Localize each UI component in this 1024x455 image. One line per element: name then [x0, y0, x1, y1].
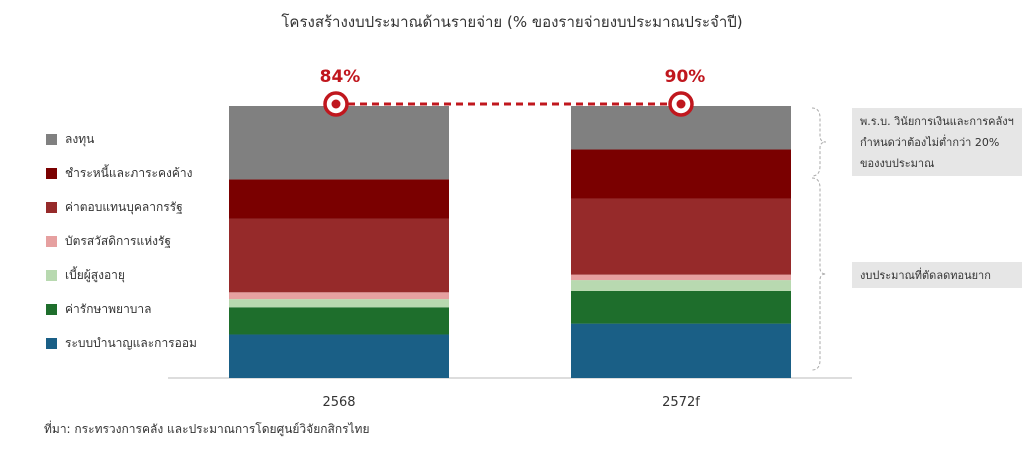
bar-segment	[229, 299, 449, 308]
legend-label: บัตรสวัสดิการแห่งรัฐ	[65, 233, 172, 248]
legend-item: ลงทุน	[46, 130, 94, 148]
bar-segment	[571, 198, 791, 275]
legend-item: ค่าตอบแทนบุคลากรรัฐ	[46, 198, 183, 216]
annotation-box-top: พ.ร.บ. วินัยการเงินและการคลังฯ กำหนดว่าต…	[852, 108, 1022, 176]
trend-value-label: 90%	[665, 67, 706, 87]
trend-marker-dot	[331, 99, 341, 109]
x-tick-label: 2572f	[662, 395, 700, 410]
brace	[811, 177, 827, 371]
legend-item: ระบบบำนาญและการออม	[46, 334, 197, 352]
bar-segment	[229, 307, 449, 335]
bar-segment	[571, 149, 791, 199]
legend-item: ชำระหนี้และภาระคงค้าง	[46, 164, 192, 182]
legend-swatch	[46, 167, 57, 179]
legend-swatch	[46, 201, 57, 213]
legend-label: ค่ารักษาพยาบาล	[65, 301, 152, 316]
trend-marker-dot	[676, 99, 686, 109]
bar-segment	[229, 106, 449, 180]
legend-label: เบี้ยผู้สูงอายุ	[65, 267, 125, 282]
legend-label: ระบบบำนาญและการออม	[65, 335, 197, 350]
chart-title: โครงสร้างงบประมาณด้านรายจ่าย (% ของรายจ่…	[281, 13, 743, 31]
trend-value-label: 84%	[320, 67, 361, 87]
bar-segment	[229, 179, 449, 219]
legend-label: ค่าตอบแทนบุคลากรรัฐ	[65, 199, 183, 214]
annotation-box-bottom: งบประมาณที่ตัดลดทอนยาก	[852, 262, 1022, 288]
legend-item: เบี้ยผู้สูงอายุ	[46, 266, 125, 284]
source-note: ที่มา: กระทรวงการคลัง และประมาณการโดยศูน…	[44, 422, 370, 436]
legend-swatch	[46, 337, 57, 349]
bar-segment	[571, 280, 791, 291]
legend-label: ลงทุน	[65, 131, 95, 146]
bar-segment	[571, 323, 791, 378]
brace	[811, 107, 827, 177]
bar-segment	[229, 292, 449, 300]
x-tick-label: 2568	[322, 395, 355, 410]
legend-swatch	[46, 269, 57, 281]
legend-label: ชำระหนี้และภาระคงค้าง	[65, 165, 193, 180]
legend-swatch	[46, 303, 57, 315]
legend-item: ค่ารักษาพยาบาล	[46, 300, 152, 318]
bar-segment	[229, 334, 449, 378]
legend-swatch	[46, 235, 57, 247]
bar-segment	[571, 274, 791, 281]
legend-swatch	[46, 133, 57, 145]
legend-item: บัตรสวัสดิการแห่งรัฐ	[46, 232, 171, 250]
bar-segment	[571, 290, 791, 324]
bar-segment	[229, 218, 449, 293]
